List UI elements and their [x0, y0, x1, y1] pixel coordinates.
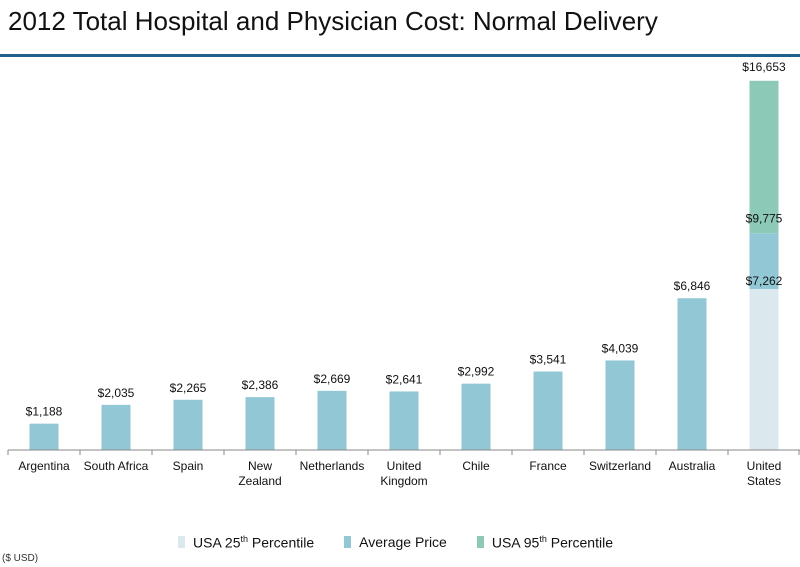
- data-label: $4,039: [602, 341, 639, 355]
- data-label: $3,541: [530, 352, 567, 366]
- currency-note: ($ USD): [2, 553, 39, 564]
- data-label-p25: $7,262: [746, 274, 783, 288]
- bar: [317, 390, 347, 450]
- category-label: France: [529, 459, 567, 473]
- data-label-avg: $9,775: [746, 211, 783, 225]
- legend-swatch-p25: [178, 536, 185, 549]
- data-label: $2,265: [170, 381, 207, 395]
- category-label: Chile: [462, 459, 490, 473]
- data-label-p95: $16,653: [742, 60, 786, 74]
- bar: [173, 399, 203, 450]
- category-label: Kingdom: [380, 474, 427, 488]
- bar-segment-p95: [749, 80, 779, 234]
- bar-segment-avg: [749, 233, 779, 289]
- legend-item-p25: USA 25th Percentile: [178, 534, 314, 551]
- category-label: New: [248, 459, 272, 473]
- category-label: Zealand: [238, 474, 281, 488]
- bar: [677, 298, 707, 450]
- category-label: Netherlands: [300, 459, 365, 473]
- data-label: $2,035: [98, 386, 135, 400]
- category-label: States: [747, 474, 781, 488]
- data-label: $6,846: [674, 279, 711, 293]
- legend-swatch-avg: [344, 536, 352, 549]
- category-label: Spain: [173, 459, 204, 473]
- category-label: United: [387, 459, 422, 473]
- data-label: $1,188: [26, 405, 63, 419]
- data-label: $2,992: [458, 365, 495, 379]
- title-underline: [0, 54, 800, 57]
- data-label: $2,386: [242, 378, 279, 392]
- category-label: Argentina: [18, 459, 70, 473]
- bar: [533, 371, 563, 450]
- category-label: Switzerland: [589, 459, 651, 473]
- data-label: $2,669: [314, 372, 351, 386]
- bar: [389, 391, 419, 450]
- bar: [605, 360, 635, 450]
- category-label: United: [747, 459, 782, 473]
- bar: [461, 383, 491, 450]
- legend-item-p95: USA 95th Percentile: [476, 534, 613, 551]
- legend-item-avg: Average Price: [344, 534, 447, 551]
- bar-segment-p25: [749, 288, 779, 450]
- chart-title: 2012 Total Hospital and Physician Cost: …: [8, 6, 658, 36]
- data-label: $2,641: [386, 372, 423, 386]
- bar-chart: $1,188 Argentina $2,035 South Africa $2,265 S…: [7, 60, 800, 488]
- legend-swatch-p95: [476, 536, 484, 549]
- category-label: Australia: [669, 459, 716, 473]
- category-label: South Africa: [84, 459, 149, 473]
- legend-label-p95: USA 95th Percentile: [491, 534, 613, 551]
- legend-label-avg: Average Price: [359, 534, 447, 551]
- bar: [101, 404, 131, 450]
- bar: [245, 397, 275, 450]
- legend-label-p25: USA 25th Percentile: [193, 534, 315, 551]
- bar: [29, 423, 59, 450]
- legend: USA 25th Percentile Average Price USA 95…: [178, 534, 613, 551]
